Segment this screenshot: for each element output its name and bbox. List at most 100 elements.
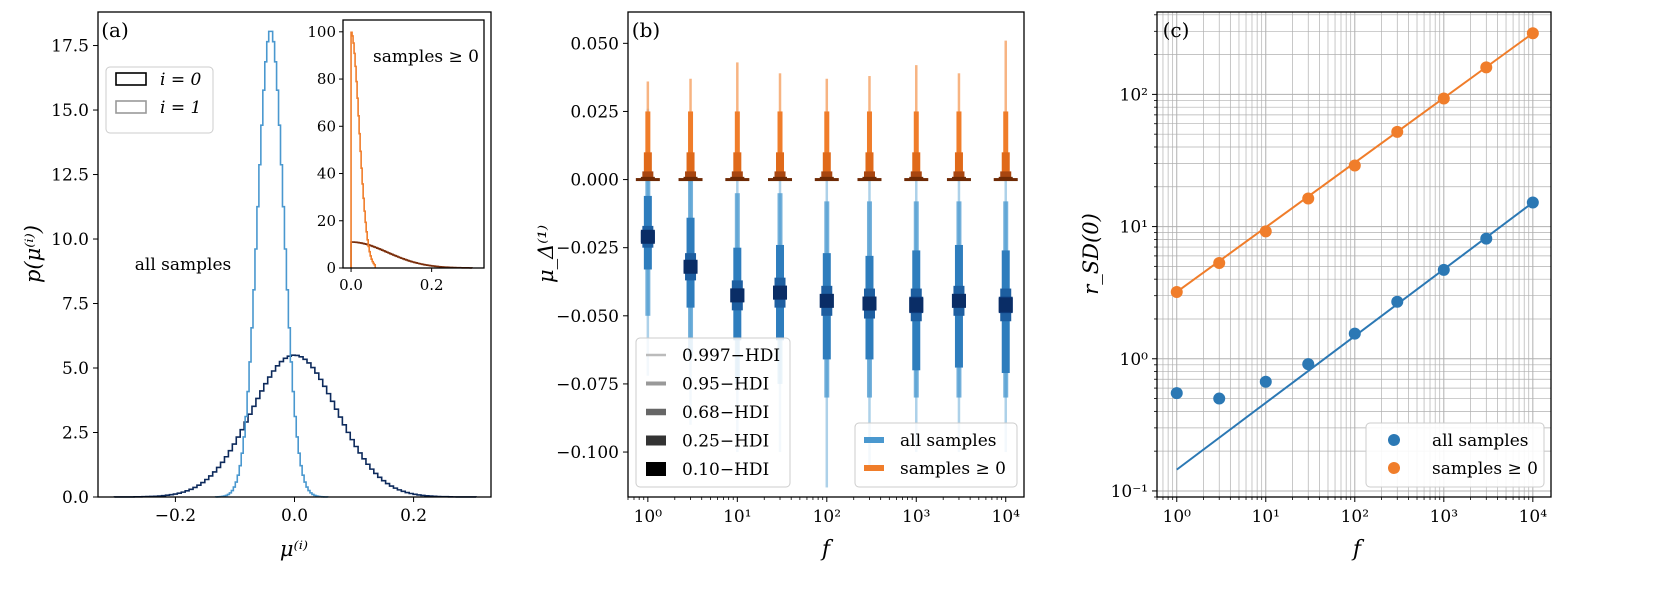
data-point-nonneg: [1348, 159, 1361, 172]
y-tick-label: 5.0: [62, 359, 89, 379]
hdi-legend-swatch: [646, 353, 666, 357]
nonneg-samples-hdi68-bar: [822, 152, 831, 180]
nonneg-samples-median-marker: [768, 178, 793, 182]
data-point-all: [1480, 232, 1493, 245]
y-tick-label: 15.0: [51, 101, 89, 121]
y-tick-label: 12.5: [51, 166, 89, 186]
nonneg-samples-hdi95-bar: [1003, 111, 1009, 180]
hdi-legend-swatch: [646, 435, 666, 446]
y-axis-label: p(μ⁽ⁱ⁾): [21, 225, 45, 283]
inset-y-tick-label: 20: [317, 212, 336, 230]
series-legend-box: [854, 422, 1018, 488]
y-tick-label: −0.050: [556, 307, 619, 327]
nonneg-samples-hdi68-bar: [1001, 152, 1010, 180]
hdi-legend-label: 0.25−HDI: [682, 432, 769, 452]
inset-y-tick-label: 40: [317, 165, 336, 183]
legend-swatch: [115, 72, 147, 86]
inset-y-tick-label: 0: [326, 259, 336, 277]
nonneg-samples-hdi25-bar: [1000, 171, 1012, 180]
x-tick-label: 0.2: [400, 506, 427, 526]
x-tick-label: 10¹: [723, 507, 751, 527]
panel-c: 10⁰ 10¹ 10² 10³ 10⁴ 10⁻¹ 10⁰ 10¹ 10² f r_SD(0) (c) a…: [1079, 11, 1552, 562]
y-tick-label: 10⁰: [1120, 350, 1149, 370]
x-axis-label: f: [820, 537, 834, 562]
panel-label: (b): [632, 18, 660, 42]
nonneg-samples-hdi25-bar: [953, 171, 965, 180]
all-samples-median-marker: [773, 285, 788, 300]
series-legend-label: all samples: [900, 431, 997, 451]
series-legend-swatch: [864, 437, 884, 443]
data-point-nonneg: [1213, 257, 1226, 270]
annotation-all-samples: all samples: [135, 255, 232, 275]
nonneg-samples-hdi95-bar: [645, 111, 651, 180]
y-tick-label: −0.025: [556, 239, 619, 259]
nonneg-samples-hdi997-bar: [1004, 40, 1007, 180]
hdi-legend-box: [635, 337, 791, 488]
y-tick-label: 0.000: [570, 171, 619, 191]
nonneg-samples-hdi25-bar: [642, 171, 654, 180]
inset-y-tick-label: 100: [307, 23, 336, 41]
legend-box: [105, 66, 214, 134]
x-axis-label: μ⁽ⁱ⁾: [280, 537, 308, 561]
legend-box: [1365, 422, 1545, 488]
x-tick-label: 10⁰: [634, 507, 663, 527]
all-samples-median-marker: [819, 293, 834, 308]
y-tick-label: −0.075: [556, 375, 619, 395]
nonneg-samples-hdi68-bar: [776, 152, 785, 180]
x-tick-label: 10⁴: [1519, 507, 1548, 527]
data-point-all: [1213, 392, 1226, 405]
x-tick-label: 10¹: [1252, 507, 1280, 527]
nonneg-samples-hdi95-bar: [824, 111, 830, 180]
all-samples-median-marker: [909, 297, 924, 312]
legend-swatch: [115, 100, 147, 114]
data-point-all: [1391, 295, 1404, 308]
x-tick-label: −0.2: [155, 506, 196, 526]
y-tick-label: 10¹: [1120, 218, 1148, 238]
data-point-all: [1259, 375, 1272, 388]
nonneg-samples-hdi68-bar: [686, 152, 695, 180]
y-tick-label: 10.0: [51, 230, 89, 250]
all-samples-median-marker: [730, 288, 745, 303]
x-tick-label: 10⁴: [992, 507, 1021, 527]
series-legend-label: samples ≥ 0: [900, 459, 1006, 479]
legend-label: samples ≥ 0: [1432, 459, 1538, 479]
nonneg-samples-hdi95-bar: [913, 111, 919, 180]
data-point-nonneg: [1170, 285, 1183, 298]
nonneg-samples-median-marker: [946, 178, 971, 182]
x-axis-label: f: [1351, 537, 1365, 562]
nonneg-samples-median-marker: [635, 178, 660, 182]
hdi-legend-label: 0.68−HDI: [682, 403, 769, 423]
data-point-nonneg: [1259, 225, 1272, 238]
y-tick-label: 17.5: [51, 37, 89, 57]
nonneg-samples-hdi25-bar: [821, 171, 833, 180]
hdi-legend-swatch: [646, 381, 666, 386]
data-point-all: [1302, 358, 1315, 371]
x-tick-label: 10⁰: [1163, 507, 1192, 527]
data-point-all: [1170, 387, 1183, 400]
legend-label: all samples: [1432, 431, 1529, 451]
nonneg-samples-hdi25-bar: [774, 171, 786, 180]
panel-b: 10⁰ 10¹ 10² 10³ 10⁴ 0.050 0.025 0.000 −0.025 −0.0…: [534, 11, 1025, 562]
all-samples-median-marker: [683, 259, 698, 274]
inset-annotation: samples ≥ 0: [373, 47, 479, 67]
x-tick-label: 10³: [1430, 507, 1458, 527]
x-tick-label: 10²: [813, 507, 841, 527]
nonneg-samples-hdi95-bar: [734, 111, 740, 180]
y-axis-label: r_SD(0): [1079, 213, 1103, 295]
y-axis-label: μ_Δ⁽¹⁾: [534, 225, 558, 283]
data-point-all: [1348, 327, 1361, 340]
nonneg-samples-median-marker: [993, 178, 1018, 182]
nonneg-samples-median-marker: [904, 178, 929, 182]
legend-marker: [1388, 462, 1400, 474]
nonneg-samples-median-marker: [678, 178, 703, 182]
hdi-legend-label: 0.10−HDI: [682, 460, 769, 480]
hdi-legend-label: 0.95−HDI: [682, 375, 769, 395]
y-tick-label: 0.0: [62, 488, 89, 508]
inset-x-tick-label: 0.0: [339, 276, 363, 294]
hdi-legend-swatch: [646, 408, 666, 416]
legend-marker: [1388, 434, 1400, 446]
y-tick-label: 7.5: [62, 295, 89, 315]
data-point-nonneg: [1437, 92, 1450, 105]
y-tick-label: 0.025: [570, 102, 619, 122]
